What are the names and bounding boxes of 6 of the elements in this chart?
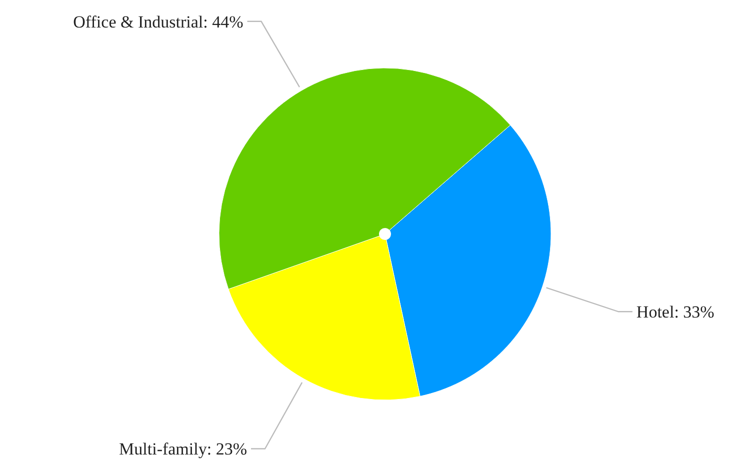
- slice-label: Multi-family: [119, 440, 208, 459]
- slice-label: Office & Industrial: [73, 12, 204, 32]
- data-label: : 23%: [206, 440, 247, 459]
- slice-label: Hotel: [636, 302, 674, 322]
- data-label: : 44%: [203, 12, 244, 32]
- data-label: : 33%: [674, 302, 714, 322]
